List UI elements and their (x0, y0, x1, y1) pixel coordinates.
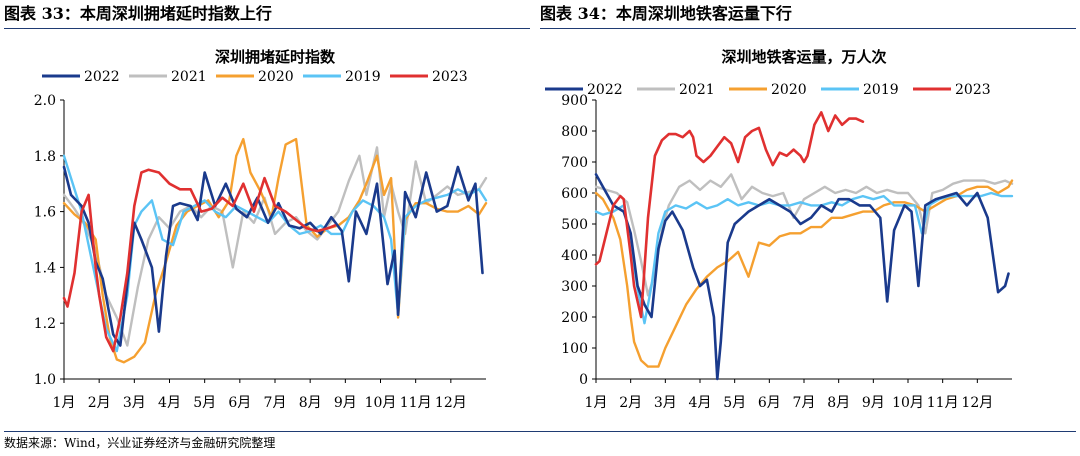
x-tick-label: 3月 (654, 395, 677, 411)
x-tick-label: 5月 (723, 395, 746, 411)
series-line-2023 (594, 111, 865, 319)
y-tick-label: 1.0 (34, 372, 56, 388)
x-tick-label: 7月 (264, 395, 287, 411)
legend-label-2021: 2021 (171, 69, 207, 85)
x-tick-label: 4月 (158, 395, 181, 411)
x-tick-label: 10月 (892, 395, 924, 411)
legend-label-2023: 2023 (955, 82, 991, 98)
y-tick-label: 1.2 (34, 316, 56, 332)
y-tick-label: 700 (561, 155, 588, 171)
y-tick-label: 100 (561, 341, 588, 357)
x-tick-label: 9月 (862, 395, 885, 411)
y-tick-label: 1.6 (34, 205, 56, 221)
x-tick-label: 9月 (334, 395, 357, 411)
x-tick-label: 2月 (619, 395, 642, 411)
x-tick-label: 8月 (299, 395, 322, 411)
legend-label-2023: 2023 (432, 69, 468, 85)
x-tick-label: 1月 (53, 395, 76, 411)
y-tick-label: 600 (561, 186, 588, 202)
x-tick-label: 3月 (123, 395, 146, 411)
congestion-index-chart: 深圳拥堵延时指数 1.0 1.2 1.4 1.6 1.8 2.0 1月 2月 3月 4月 5月 6月 7月… (34, 48, 488, 411)
x-tick-label: 4月 (689, 395, 712, 411)
x-tick-label: 11月 (927, 395, 959, 411)
y-tick-label: 1.8 (34, 149, 56, 165)
x-tick-label: 6月 (228, 395, 251, 411)
right-panel-heading: 图表 34：本周深圳地铁客运量下行 (540, 0, 1076, 29)
y-tick-label: 300 (561, 279, 588, 295)
chart-title: 深圳地铁客运量，万人次 (721, 48, 886, 66)
x-tick-label: 6月 (758, 395, 781, 411)
series-line-2020 (62, 137, 488, 364)
y-tick-label: 0 (579, 372, 588, 388)
legend-label-2022: 2022 (587, 82, 623, 98)
y-tick-label: 900 (561, 93, 588, 109)
series-line-2019 (594, 191, 1014, 325)
metro-ridership-chart: 深圳地铁客运量，万人次 0 100 200 300 400 500 600 700 800 900 1… (545, 48, 1014, 411)
legend-label-2019: 2019 (345, 69, 381, 85)
legend-label-2020: 2020 (771, 82, 807, 98)
y-tick-label: 2.0 (34, 93, 56, 109)
series-line-2022 (62, 165, 484, 347)
x-tick-label: 11月 (400, 395, 432, 411)
x-tick-label: 7月 (793, 395, 816, 411)
y-tick-label: 400 (561, 248, 588, 264)
data-source-note: 数据来源：Wind，兴业证券经济与金融研究院整理 (4, 436, 276, 450)
x-tick-label: 1月 (585, 395, 608, 411)
series-line-2020 (594, 179, 1014, 368)
legend-label-2021: 2021 (679, 82, 715, 98)
chart-title: 深圳拥堵延时指数 (215, 48, 336, 66)
x-tick-label: 2月 (88, 395, 111, 411)
x-tick-label: 8月 (827, 395, 850, 411)
y-tick-label: 1.4 (34, 260, 56, 276)
y-tick-label: 200 (561, 310, 588, 326)
legend-label-2022: 2022 (84, 69, 120, 85)
x-tick-label: 12月 (961, 395, 993, 411)
x-tick-label: 5月 (193, 395, 216, 411)
legend-label-2019: 2019 (863, 82, 899, 98)
x-tick-label: 12月 (435, 395, 467, 411)
y-tick-label: 800 (561, 124, 588, 140)
x-tick-label: 10月 (365, 395, 397, 411)
legend-label-2020: 2020 (258, 69, 294, 85)
source-divider (4, 431, 1076, 432)
series-line-2022 (594, 173, 1010, 381)
series-line-2023 (62, 168, 337, 353)
series-line-2021 (62, 146, 488, 347)
y-tick-label: 500 (561, 217, 588, 233)
left-panel-heading: 图表 33：本周深圳拥堵延时指数上行 (4, 0, 530, 29)
